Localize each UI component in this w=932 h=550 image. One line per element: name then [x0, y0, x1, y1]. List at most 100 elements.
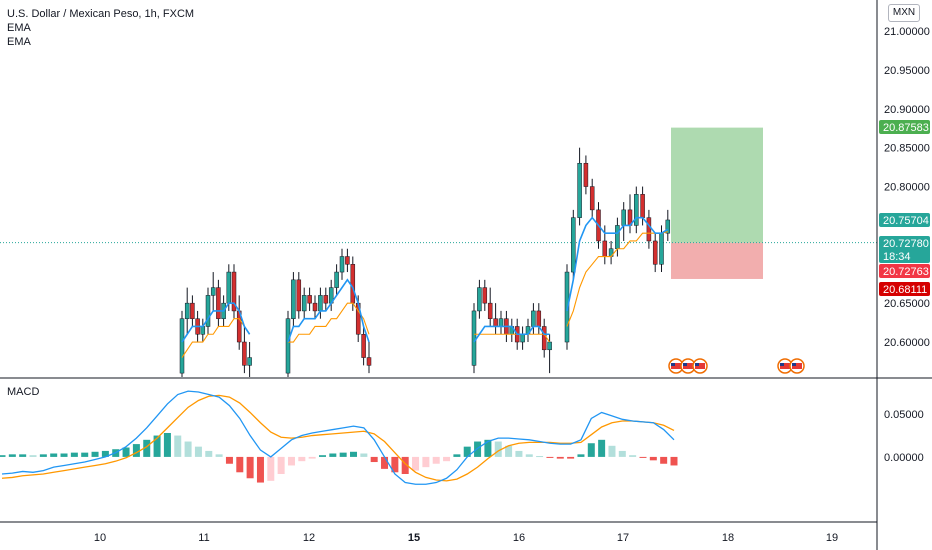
- candle-body: [541, 326, 547, 351]
- macd-histogram-bar: [360, 453, 368, 457]
- macd-histogram-bar: [536, 456, 544, 458]
- candle-body: [296, 279, 302, 312]
- flag-icon-canton: [683, 363, 687, 366]
- candle-body: [531, 310, 536, 327]
- target-zone: [671, 127, 763, 243]
- macd-histogram-bar: [556, 456, 564, 459]
- macd-histogram-bar: [236, 456, 244, 473]
- macd-histogram-bar: [608, 445, 616, 457]
- candle-body: [242, 341, 247, 366]
- macd-histogram-bar: [453, 454, 461, 457]
- macd-histogram-bar: [318, 455, 326, 457]
- symbol-title: U.S. Dollar / Mexican Peso, 1h, FXCM: [7, 8, 195, 20]
- ema-slow-line: [288, 302, 370, 343]
- ema-indicator-label-1[interactable]: EMA: [7, 22, 31, 34]
- countdown-label: 18:34: [883, 251, 911, 263]
- flag-icon-stripe: [683, 363, 693, 369]
- macd-histogram-bar: [443, 456, 451, 462]
- macd-tick-label: 0.00000: [884, 452, 924, 464]
- candle-body: [583, 162, 589, 187]
- candle-body: [350, 264, 356, 304]
- candle-body: [200, 326, 206, 335]
- macd-histogram-bar: [122, 447, 130, 457]
- ema-indicator-label-2[interactable]: EMA: [7, 36, 31, 48]
- price-badge-last: [879, 213, 930, 227]
- flag-icon-canton: [671, 363, 675, 366]
- price-tick-label: 20.80000: [884, 182, 930, 194]
- flag-icon-stripe: [671, 363, 681, 369]
- candle-body: [634, 194, 639, 226]
- macd-histogram-bar: [618, 450, 626, 457]
- candle-body: [589, 186, 595, 211]
- price-badge-label: 20.72780: [883, 238, 929, 250]
- macd-histogram-bar: [174, 435, 182, 457]
- price-tick-label: 20.65000: [884, 298, 930, 310]
- macd-histogram-bar: [60, 453, 68, 457]
- date-tick-label: 12: [303, 532, 315, 544]
- candle-body: [652, 240, 658, 265]
- candle-body: [179, 318, 185, 374]
- candle-body: [487, 302, 493, 319]
- candle-body: [190, 302, 195, 319]
- macd-histogram-bar: [81, 452, 89, 457]
- price-badge-entry: [879, 236, 930, 263]
- candle-body: [498, 318, 504, 327]
- macd-histogram-bar: [163, 432, 171, 457]
- ema-fast-line: [473, 325, 550, 343]
- macd-histogram-bar: [50, 453, 58, 457]
- candle-body: [345, 256, 350, 265]
- candle-body: [312, 302, 318, 312]
- candle-body: [659, 232, 664, 265]
- candle-body: [285, 318, 291, 374]
- stop-zone: [671, 242, 763, 279]
- price-badge-label: 20.72763: [883, 266, 929, 278]
- macd-histogram-bar: [277, 456, 285, 474]
- date-tick-label: 15: [408, 532, 420, 544]
- candle-body: [493, 318, 498, 327]
- macd-histogram-bar: [205, 450, 213, 457]
- candle-body: [646, 217, 652, 242]
- ema-fast-line: [287, 278, 370, 343]
- date-tick-label: 10: [94, 532, 106, 544]
- price-tick-label: 21.00000: [884, 26, 930, 38]
- candle-body: [621, 209, 626, 226]
- currency-badge[interactable]: MXN: [888, 4, 920, 22]
- candle-body: [602, 240, 608, 257]
- macd-histogram-bar: [546, 456, 554, 458]
- macd-histogram-bar: [670, 456, 678, 466]
- candle-body: [361, 333, 366, 358]
- date-tick-label: 18: [722, 532, 734, 544]
- flag-icon-canton: [695, 363, 699, 366]
- economic-event-icon: [777, 358, 793, 374]
- macd-histogram-bar: [39, 454, 47, 457]
- macd-histogram-bar: [329, 453, 337, 457]
- macd-histogram-bar: [432, 456, 440, 464]
- macd-histogram-bar: [660, 456, 668, 464]
- macd-histogram-bar: [225, 456, 233, 464]
- price-tick-label: 20.90000: [884, 104, 930, 116]
- macd-histogram-bar: [412, 456, 420, 471]
- economic-event-icon: [680, 358, 696, 374]
- macd-histogram-bar: [308, 456, 316, 459]
- price-tick-label: 20.95000: [884, 65, 930, 77]
- macd-histogram-bar: [567, 456, 575, 459]
- candle-body: [665, 219, 671, 234]
- macd-histogram-bar: [350, 451, 358, 457]
- ema-slow-line: [474, 333, 551, 343]
- macd-histogram-bar: [639, 456, 647, 458]
- price-badge-label: 20.75704: [883, 215, 929, 227]
- economic-event-icon: [692, 358, 708, 374]
- macd-histogram-bar: [215, 454, 223, 457]
- candle-body: [482, 287, 488, 304]
- flag-icon-canton: [792, 363, 796, 366]
- price-tick-label: 20.60000: [884, 337, 930, 349]
- macd-histogram-bar: [0, 455, 6, 457]
- macd-signal-line: [1, 394, 675, 482]
- macd-histogram-bar: [29, 455, 37, 457]
- macd-histogram-bar: [8, 454, 16, 457]
- date-tick-label: 11: [198, 532, 209, 544]
- macd-histogram-bar: [70, 452, 78, 457]
- macd-indicator-label[interactable]: MACD: [7, 386, 40, 398]
- macd-histogram-bar: [401, 456, 409, 474]
